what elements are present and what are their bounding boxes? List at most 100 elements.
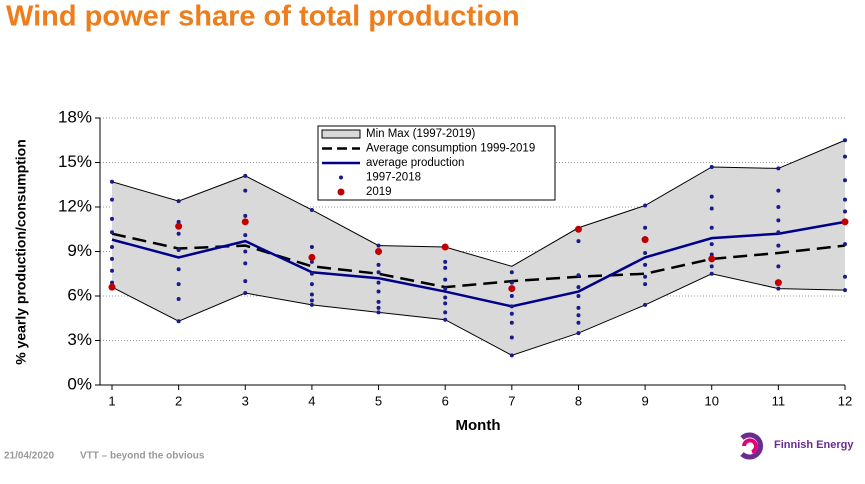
data-point: [843, 288, 847, 293]
y-axis-label: % yearly production/consumption: [13, 139, 29, 365]
legend: Min Max (1997-2019) Average consumption 1…: [317, 125, 556, 201]
y-tick-label: 15%: [58, 152, 92, 171]
data-point: [443, 259, 448, 264]
data-point: [376, 289, 381, 294]
data-point: [643, 225, 648, 230]
data-point: [643, 274, 648, 279]
data-point: [709, 206, 714, 211]
footer-tagline: VTT – beyond the obvious: [80, 451, 205, 462]
data-point: [309, 298, 314, 303]
data-point: [376, 270, 381, 275]
data-point: [576, 294, 581, 298]
data-point: [309, 292, 314, 297]
data-point: [709, 252, 714, 257]
data-point: [443, 317, 448, 322]
data-point: [509, 280, 514, 285]
data-point: [843, 242, 847, 247]
slide-title: Wind power share of total production: [6, 1, 520, 33]
data-point: [576, 331, 581, 336]
data-point: [443, 286, 448, 291]
data-point: [643, 262, 648, 267]
data-point: [176, 282, 181, 287]
data-point: [776, 218, 781, 223]
data-point: [776, 243, 781, 248]
data-point: [243, 173, 248, 178]
legend-label: 1997-2018: [366, 172, 421, 184]
data-point: [509, 294, 514, 298]
footer-date: 21/04/2020: [4, 451, 54, 462]
data-point: [243, 249, 248, 254]
data-point: [843, 178, 847, 183]
data-point: [110, 245, 114, 250]
data-point: [308, 253, 316, 261]
data-point: [243, 213, 248, 218]
data-point: [376, 310, 381, 315]
x-tick-label: 11: [772, 393, 786, 408]
x-tick-label: 3: [242, 393, 249, 408]
y-tick-label: 6%: [67, 285, 92, 304]
data-point: [176, 248, 181, 253]
legend-label: Min Max (1997-2019): [366, 128, 475, 140]
y-tick-label: 18%: [58, 107, 92, 126]
data-point: [508, 285, 516, 293]
data-point: [176, 231, 181, 236]
data-point: [309, 207, 314, 212]
data-point: [576, 285, 581, 290]
data-point: [643, 250, 648, 255]
consumption-line: [111, 232, 846, 289]
legend-label: Average consumption 1999-2019: [366, 143, 535, 155]
y-tick-label: 12%: [58, 196, 92, 215]
data-point: [110, 256, 114, 261]
data-point: [641, 236, 649, 244]
data-point: [843, 154, 847, 159]
data-point: [776, 230, 781, 235]
data-point: [243, 188, 248, 193]
legend-swatch: [337, 188, 345, 196]
data-point: [376, 262, 381, 267]
y-tick-label: 0%: [67, 374, 92, 393]
data-point: [309, 282, 314, 287]
data-point: [110, 216, 114, 221]
x-tick-label: 4: [308, 393, 315, 408]
data-point: [108, 283, 116, 291]
data-point: [509, 320, 514, 325]
logo-text: Finnish Energy: [774, 439, 854, 451]
data-point: [110, 179, 114, 184]
data-point: [643, 203, 648, 208]
data-point: [843, 138, 847, 143]
data-point: [443, 301, 448, 306]
data-point: [376, 280, 381, 285]
x-tick-label: 8: [575, 393, 582, 408]
data-point: [843, 274, 847, 279]
x-tick-label: 7: [508, 393, 515, 408]
data-point: [241, 218, 249, 226]
data-point: [176, 199, 181, 204]
x-axis-label: Month: [456, 417, 501, 434]
production-line: [111, 220, 846, 308]
legend-label: average production: [366, 157, 464, 169]
data-point: [175, 222, 183, 230]
data-point: [375, 248, 383, 255]
data-point: [176, 219, 181, 224]
data-point: [443, 310, 448, 315]
max-line: [111, 139, 846, 267]
data-point: [509, 335, 514, 340]
data-point: [176, 296, 181, 301]
data-point: [243, 233, 248, 238]
data-point: [843, 197, 847, 202]
data-point: [709, 225, 714, 230]
data-point: [309, 259, 314, 264]
x-tick-label: 10: [704, 393, 718, 408]
data-point: [643, 282, 648, 287]
data-point: [243, 261, 248, 266]
data-point: [776, 166, 781, 171]
data-point: [443, 277, 448, 282]
data-point: [309, 271, 314, 276]
data-point: [376, 299, 381, 304]
data-point: [376, 243, 381, 248]
data-point: [709, 271, 714, 276]
x-tick-label: 6: [442, 393, 449, 408]
y-tick-label: 9%: [67, 241, 92, 260]
